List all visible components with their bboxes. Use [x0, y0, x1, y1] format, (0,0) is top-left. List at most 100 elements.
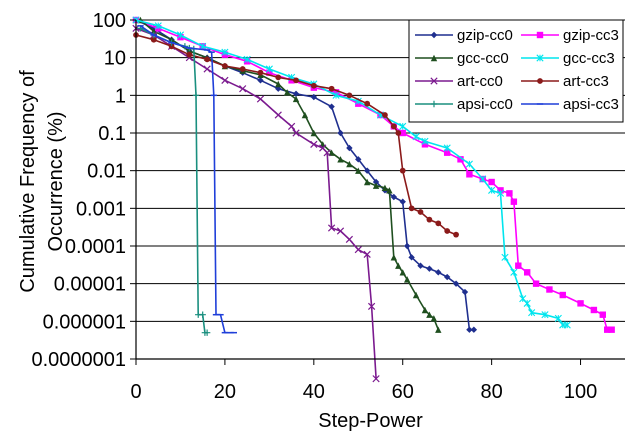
- legend-label: art-cc0: [457, 73, 503, 90]
- data-point: [274, 111, 282, 119]
- data-point: [412, 133, 420, 141]
- x-tick-label: 60: [392, 381, 414, 403]
- legend-label: gzip-cc0: [457, 27, 513, 44]
- data-point: [390, 254, 398, 261]
- data-point: [488, 178, 495, 186]
- data-point: [421, 306, 429, 314]
- data-point: [465, 160, 473, 168]
- data-point: [390, 123, 397, 130]
- data-point: [257, 77, 264, 84]
- legend-marker: [537, 78, 543, 84]
- data-point: [221, 48, 229, 56]
- legend-marker: [430, 77, 438, 85]
- data-point: [292, 129, 300, 137]
- y-tick-label: 0.1: [98, 123, 126, 145]
- data-point: [403, 242, 411, 250]
- data-point: [310, 82, 317, 89]
- data-point: [408, 254, 415, 261]
- data-point: [239, 66, 246, 72]
- data-point: [457, 156, 464, 163]
- series-layer: [132, 16, 615, 383]
- data-point: [323, 149, 331, 157]
- data-point: [608, 326, 615, 333]
- legend-label: gcc-cc3: [563, 50, 615, 67]
- data-point: [412, 291, 420, 299]
- data-point: [199, 42, 207, 50]
- series-apsi-cc0: [137, 25, 211, 336]
- data-point: [590, 306, 598, 314]
- data-point: [506, 190, 513, 197]
- data-point: [203, 329, 211, 336]
- x-tick-label: 0: [130, 381, 141, 403]
- data-point: [444, 228, 451, 234]
- x-tick-label: 80: [481, 381, 503, 403]
- data-point: [301, 111, 309, 119]
- data-point: [466, 171, 473, 178]
- data-point: [421, 137, 429, 145]
- data-point: [328, 103, 335, 110]
- series-line-art-cc0: [135, 27, 377, 379]
- data-point: [417, 262, 424, 269]
- data-point: [154, 22, 162, 30]
- data-point: [310, 140, 318, 148]
- legend-item-apsi-cc0: apsi-cc0: [415, 96, 513, 113]
- data-point: [372, 178, 380, 186]
- legend-item-gzip-cc3: gzip-cc3: [521, 27, 619, 44]
- data-point: [346, 92, 353, 99]
- data-point: [488, 186, 496, 194]
- data-point: [346, 144, 353, 152]
- data-point: [337, 156, 344, 163]
- legend-item-art-cc3: art-cc3: [521, 73, 609, 90]
- axes: [130, 19, 625, 365]
- data-point: [372, 375, 380, 383]
- data-point: [563, 321, 571, 329]
- data-point: [192, 92, 200, 99]
- legend-item-apsi-cc3: apsi-cc3: [521, 96, 619, 113]
- data-point: [452, 280, 460, 287]
- data-point: [479, 175, 487, 183]
- series-art-cc3: [133, 32, 459, 238]
- data-point: [541, 311, 549, 319]
- data-point: [328, 85, 335, 92]
- data-point: [346, 160, 353, 168]
- data-point: [435, 220, 442, 227]
- data-point: [466, 326, 473, 333]
- data-point: [443, 273, 451, 281]
- data-point: [470, 326, 478, 333]
- series-line-apsi-cc3: [139, 25, 234, 334]
- data-point: [395, 130, 402, 136]
- data-point: [310, 93, 318, 101]
- data-point: [524, 269, 531, 276]
- y-tick-label: 0.000001: [43, 311, 126, 333]
- legend-marker: [430, 54, 438, 62]
- data-point: [337, 129, 344, 137]
- data-point: [430, 315, 438, 322]
- data-point: [501, 253, 509, 261]
- data-point: [426, 311, 433, 318]
- data-point: [399, 198, 406, 205]
- legend-label: apsi-cc3: [563, 96, 619, 113]
- data-point: [426, 216, 433, 223]
- data-point: [528, 309, 536, 317]
- data-point: [243, 55, 251, 63]
- data-point: [554, 314, 562, 322]
- data-point: [199, 311, 206, 318]
- data-point: [559, 291, 566, 299]
- data-point: [204, 56, 211, 63]
- legend-marker: [536, 31, 544, 39]
- data-point: [532, 280, 540, 287]
- data-point: [399, 122, 407, 130]
- data-point: [275, 80, 282, 88]
- data-point: [283, 89, 291, 96]
- data-point: [403, 276, 411, 283]
- data-point: [496, 189, 505, 197]
- data-point: [453, 231, 459, 238]
- legend-marker: [536, 54, 544, 62]
- legend-marker: [430, 31, 438, 39]
- data-point: [355, 167, 362, 174]
- data-point: [510, 198, 518, 205]
- data-point: [292, 90, 300, 97]
- series-gcc-cc0: [137, 16, 442, 333]
- y-tick-label: 0.001: [76, 198, 126, 220]
